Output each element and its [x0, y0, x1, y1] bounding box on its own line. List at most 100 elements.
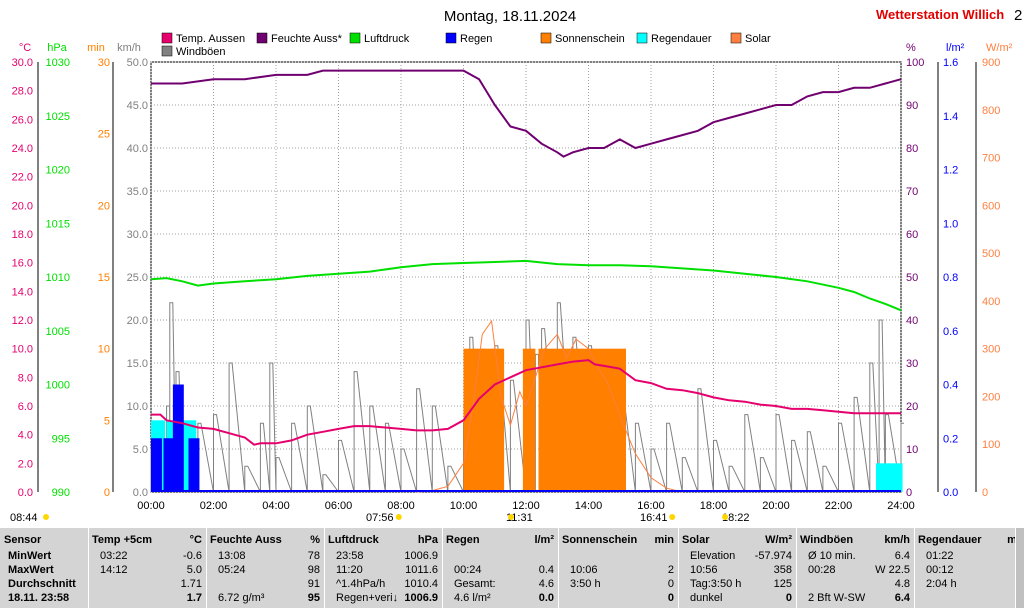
table-separator — [324, 528, 325, 608]
x-tick-label: 08:00 — [387, 500, 415, 512]
table-row-label: Durchschnitt — [8, 578, 76, 590]
table-column-rain: Regen l/m² 00:24 0.4 Gesamt: 4.6 4.6 l/m² 0.0 — [446, 528, 558, 608]
table-cell-time: 14:12 — [100, 564, 128, 576]
sunshine-bar — [588, 348, 601, 492]
rain-duration-bar — [876, 463, 891, 492]
y-tick-label: 18.0 — [12, 229, 33, 241]
table-scrollbar[interactable] — [1015, 528, 1024, 608]
table-cell-value: 358 — [773, 564, 792, 576]
rain-duration-bar — [888, 463, 903, 492]
table-cell-value: -57.974 — [754, 550, 792, 562]
table-cell-value: 4.6 — [538, 578, 554, 590]
y-tick-label: 15.0 — [127, 358, 148, 370]
table-column-sun: Sonnenschein min 10:06 2 3:50 h 0 0 — [562, 528, 678, 608]
table-cell-value: 91 — [307, 578, 320, 590]
sun-icon — [669, 514, 676, 520]
table-cell-time: Gesamt: — [454, 578, 496, 590]
y-tick-label: 5.0 — [133, 444, 148, 456]
y-tick-label: 1.4 — [943, 111, 958, 123]
rain-bar — [151, 438, 162, 492]
y-tick-label: 1020 — [46, 165, 70, 177]
sun-event-label: 08:44 — [10, 512, 38, 524]
y-tick-label: 500 — [982, 248, 1000, 260]
axis-unit-label: l/m² — [946, 42, 965, 54]
weather-chart: 00:00 02:00 04:00 06:00 08:00 10:00 12:00 14:00… — [10, 7, 1022, 524]
y-tick-label: 30.0 — [127, 229, 148, 241]
table-cell-time: 11:20 — [336, 564, 363, 576]
legend-swatch — [161, 32, 173, 44]
axis-unit-label: °C — [19, 42, 31, 54]
y-tick-label: 80 — [906, 143, 918, 155]
y-tick-label: 40.0 — [127, 143, 148, 155]
table-header: Sensor — [4, 534, 42, 546]
table-cell-time: 00:24 — [454, 564, 482, 576]
table-separator — [206, 528, 207, 608]
y-tick-label: 70 — [906, 186, 918, 198]
legend-swatch — [445, 32, 457, 44]
table-column-sensor: Sensor MinWert MaxWert Durchschnitt 18.11. 2… — [4, 528, 88, 608]
sun-icon — [722, 514, 729, 520]
y-tick-label: 10.0 — [12, 344, 33, 356]
chart-legend: Temp. Aussen Feuchte Auss* Luftdruck Regen S… — [161, 32, 771, 58]
sun-events: 08:44 07:56 11:31 16:41 18:22 — [10, 512, 750, 524]
table-cell-value: 0 — [785, 592, 792, 604]
table-separator — [678, 528, 679, 608]
table-header: Sonnenschein — [562, 534, 638, 546]
table-cell-value: 95 — [307, 592, 320, 604]
y-tick-label: 26.0 — [12, 114, 33, 126]
table-cell-time: 00:28 — [808, 564, 836, 576]
y-tick-label: 35.0 — [127, 186, 148, 198]
table-column-press: Luftdruck hPa 23:58 1006.9 11:20 1011.6 ^1.4hP… — [328, 528, 442, 608]
y-tick-label: 1.2 — [943, 165, 958, 177]
table-cell-value: 98 — [307, 564, 320, 576]
y-tick-label: 4.0 — [18, 430, 33, 442]
table-cell-value: 1006.9 — [404, 592, 438, 604]
table-cell-time: 05:24 — [218, 564, 246, 576]
table-cell-time: Regen+veri↓ — [336, 592, 399, 604]
y-tick-label: 0.2 — [943, 433, 958, 445]
table-separator — [558, 528, 559, 608]
legend-label: Windböen — [176, 46, 226, 58]
legend-label: Solar — [745, 33, 771, 45]
y-tick-label: 0 — [104, 487, 110, 499]
y-tick-label: 400 — [982, 296, 1000, 308]
legend-label: Luftdruck — [364, 33, 410, 45]
table-header: Solar — [682, 534, 710, 546]
table-header-unit: % — [310, 534, 320, 546]
y-tick-label: 100 — [982, 439, 1000, 451]
y-tick-label: 25 — [98, 129, 110, 141]
y-tick-label: 300 — [982, 344, 1000, 356]
legend-label: Temp. Aussen — [176, 33, 245, 45]
sunshine-bar — [613, 348, 626, 492]
y-tick-label: 0.4 — [943, 380, 958, 392]
x-tick-label: 22:00 — [825, 500, 853, 512]
table-cell-time: 10:06 — [570, 564, 598, 576]
y-tick-label: 50 — [906, 272, 918, 284]
y-tick-label: 0.6 — [943, 326, 958, 338]
station-suffix: 2 — [1014, 7, 1022, 24]
legend-swatch — [636, 32, 648, 44]
y-tick-label: 8.0 — [18, 372, 33, 384]
station-name: Wetterstation Willich — [876, 7, 1004, 22]
sunshine-bar — [522, 348, 536, 492]
y-tick-label: 10 — [98, 344, 110, 356]
table-separator — [914, 528, 915, 608]
y-tick-label: 16.0 — [12, 258, 33, 270]
legend-swatch — [161, 45, 173, 57]
table-cell-value: 6.4 — [894, 550, 910, 562]
table-cell-value: 78 — [307, 550, 320, 562]
rain-bar — [188, 438, 200, 492]
series-luftdruck — [150, 259, 902, 312]
y-tick-label: 0 — [982, 487, 988, 499]
series-feuchte-auss- — [151, 69, 902, 158]
y-tick-label: 90 — [906, 100, 918, 112]
y-tick-label: 0.8 — [943, 272, 958, 284]
legend-label: Sonnenschein — [555, 33, 625, 45]
y-tick-label: 28.0 — [12, 86, 33, 98]
table-header: Feuchte Auss — [210, 534, 282, 546]
legend-label: Feuchte Auss* — [271, 33, 343, 45]
table-cell-time: Elevation — [690, 550, 736, 562]
table-header: Regendauer — [918, 534, 982, 546]
table-header: Windböen — [800, 534, 854, 546]
y-tick-label: 995 — [52, 433, 70, 445]
